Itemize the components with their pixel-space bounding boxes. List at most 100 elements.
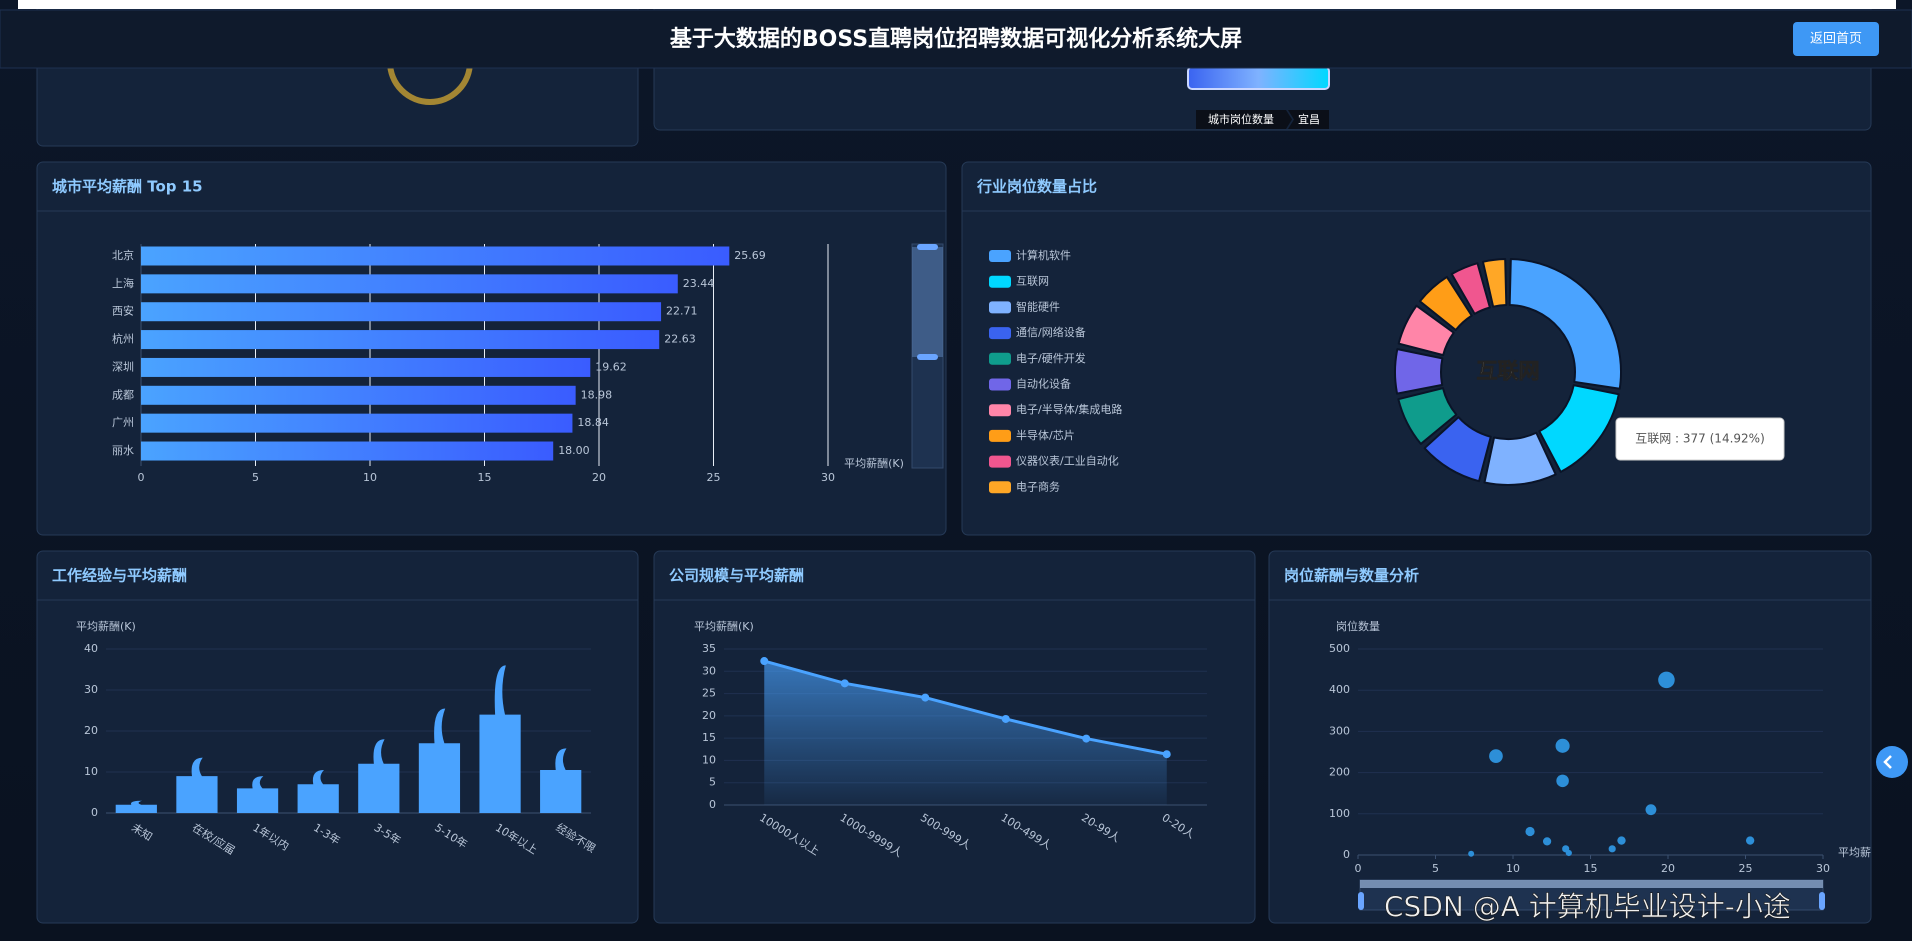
y-tick-label: 30 bbox=[84, 683, 98, 696]
value-label: 18.00 bbox=[558, 444, 590, 457]
top-strip bbox=[18, 0, 1896, 9]
pie-sector bbox=[1397, 387, 1458, 445]
zoom-handle bbox=[1358, 892, 1364, 910]
category-label: 上海 bbox=[112, 276, 134, 290]
category-label: 杭州 bbox=[112, 332, 134, 346]
legend-label: 电子/硬件开发 bbox=[1016, 351, 1086, 365]
x-tick-label: 0 bbox=[1355, 862, 1362, 875]
y-tick-label: 300 bbox=[1329, 724, 1350, 737]
x-tick-label: 30 bbox=[1816, 862, 1830, 875]
panel bbox=[1268, 550, 1872, 924]
pie-sector bbox=[1483, 431, 1557, 486]
y-tick-label: 20 bbox=[84, 724, 98, 737]
category-label: 广州 bbox=[112, 416, 134, 429]
value-label: 18.84 bbox=[577, 416, 609, 429]
pie-sector bbox=[1481, 258, 1508, 308]
header-title: 基于大数据的BOSS直聘岗位招聘数据可视化分析系统大屏 bbox=[670, 26, 1242, 52]
scatter-point bbox=[1525, 826, 1535, 837]
x-tick-label: 30 bbox=[821, 471, 835, 484]
point bbox=[1001, 714, 1010, 723]
legend-label: 智能硬件 bbox=[1016, 299, 1060, 313]
y-tick-label: 0 bbox=[1343, 848, 1350, 861]
legend-label: 自动化设备 bbox=[1016, 377, 1071, 391]
y-tick-label: 25 bbox=[702, 687, 716, 700]
y-tick-label: 30 bbox=[702, 664, 716, 677]
pictorial-bar bbox=[297, 769, 339, 813]
y-tick-label: 15 bbox=[702, 731, 716, 744]
scatter-point bbox=[1645, 804, 1657, 816]
pictorial-bar bbox=[115, 800, 157, 813]
y-tick-label: 10 bbox=[702, 753, 716, 766]
pictorial-bar bbox=[540, 748, 582, 813]
legend-swatch bbox=[989, 455, 1011, 468]
point bbox=[921, 693, 930, 702]
scatter-point bbox=[1555, 738, 1570, 753]
y-tick-label: 40 bbox=[84, 642, 98, 655]
y-tick-label: 0 bbox=[91, 806, 98, 819]
pictorial-bar bbox=[236, 776, 279, 813]
category-label: 成都 bbox=[112, 388, 134, 401]
y-tick-label: 400 bbox=[1329, 683, 1350, 696]
scatter-point bbox=[1658, 671, 1675, 689]
point bbox=[760, 657, 769, 666]
point bbox=[1082, 734, 1091, 743]
x-tick-label: 10 bbox=[363, 471, 377, 484]
category-label: 北京 bbox=[112, 248, 134, 262]
pictorial-bar bbox=[358, 739, 400, 813]
home-button-label[interactable]: 返回首页 bbox=[1810, 32, 1862, 47]
watermark: CSDN @A 计算机毕业设计-小途 bbox=[1384, 890, 1791, 923]
pie-center-label: 互联网 bbox=[1477, 359, 1540, 383]
x-tick-label: 5 bbox=[252, 471, 259, 484]
gauge-decoration bbox=[387, 61, 473, 105]
pie-sector bbox=[1418, 275, 1473, 332]
zoom-window bbox=[912, 247, 943, 357]
bar bbox=[141, 357, 591, 377]
legend-label: 半导体/芯片 bbox=[1016, 428, 1075, 442]
x-tick-label: 25 bbox=[707, 471, 721, 484]
visual-map-bar bbox=[1187, 66, 1330, 90]
pie-sector bbox=[1423, 416, 1492, 483]
zoom-handle bbox=[917, 244, 938, 250]
scatter-point bbox=[1745, 836, 1755, 845]
bar bbox=[141, 441, 554, 461]
legend-swatch bbox=[989, 250, 1011, 262]
point bbox=[840, 679, 849, 688]
bar bbox=[141, 385, 576, 405]
y-axis-label: 平均薪酬(K) bbox=[694, 620, 754, 633]
legend-swatch bbox=[989, 481, 1011, 494]
pictorial-bar bbox=[479, 665, 521, 813]
x-tick-label: 5 bbox=[1432, 862, 1439, 875]
x-tick-label: 20 bbox=[1661, 862, 1675, 875]
value-label: 25.69 bbox=[734, 249, 766, 262]
breadcrumb-bg bbox=[1288, 110, 1329, 129]
y-tick-label: 10 bbox=[84, 765, 98, 778]
zoom-handle bbox=[1819, 892, 1825, 910]
panel-title: 工作经验与平均薪酬 bbox=[52, 567, 187, 585]
x-tick-label: 10 bbox=[1506, 862, 1520, 875]
legend-label: 互联网 bbox=[1016, 275, 1049, 288]
pie-sector bbox=[1508, 258, 1622, 390]
home-button[interactable] bbox=[1793, 22, 1879, 56]
x-tick-label: 0 bbox=[138, 471, 145, 484]
pie-sector bbox=[1394, 348, 1444, 395]
point bbox=[1162, 750, 1171, 759]
value-label: 19.62 bbox=[595, 360, 627, 373]
panel-title: 公司规模与平均薪酬 bbox=[669, 567, 804, 585]
y-axis-label: 岗位数量 bbox=[1336, 619, 1380, 633]
y-tick-label: 5 bbox=[709, 776, 716, 789]
breadcrumb-item: 城市岗位数量 bbox=[1208, 112, 1274, 126]
pictorial-bar bbox=[176, 757, 218, 813]
bar bbox=[141, 413, 573, 433]
breadcrumb-bg bbox=[1196, 110, 1292, 129]
legend-label: 电子商务 bbox=[1016, 479, 1060, 493]
legend-label: 通信/网络设备 bbox=[1016, 325, 1086, 339]
line bbox=[763, 659, 1168, 756]
x-tick-label: 20 bbox=[592, 471, 606, 484]
side-toggle[interactable] bbox=[1876, 746, 1908, 778]
legend-label: 计算机软件 bbox=[1016, 248, 1071, 262]
panel bbox=[36, 550, 639, 924]
breadcrumb-item: 宜昌 bbox=[1298, 112, 1320, 126]
scatter-point bbox=[1565, 849, 1572, 857]
scatter-point bbox=[1608, 845, 1616, 853]
y-tick-label: 500 bbox=[1329, 642, 1350, 655]
